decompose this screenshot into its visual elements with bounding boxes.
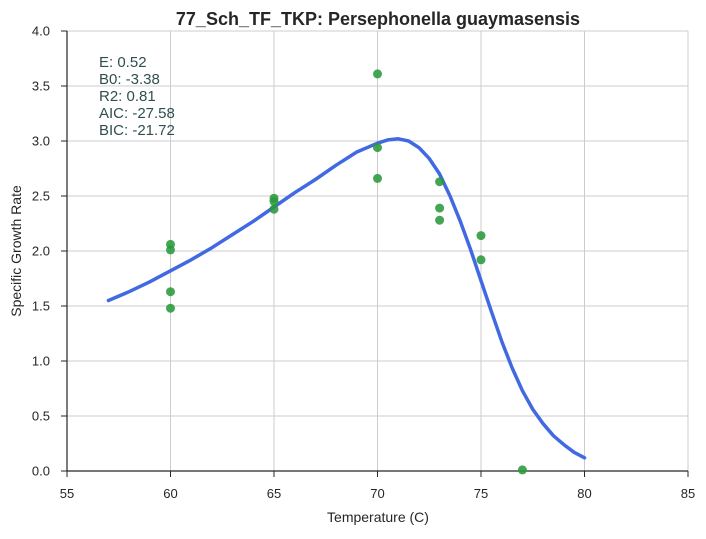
data-point bbox=[373, 173, 382, 183]
data-point bbox=[269, 204, 279, 214]
x-axis-label: Temperature (C) bbox=[327, 509, 429, 525]
data-point bbox=[435, 177, 445, 187]
x-tick-label: 60 bbox=[163, 486, 177, 501]
y-tick-label: 1.5 bbox=[32, 299, 50, 314]
grid bbox=[66, 30, 689, 472]
data-point bbox=[166, 245, 175, 255]
fit-curve-line bbox=[106, 137, 587, 460]
y-tick-label: 0.5 bbox=[32, 409, 50, 424]
data-point bbox=[476, 231, 486, 241]
data-point bbox=[166, 303, 175, 313]
data-point bbox=[373, 69, 382, 79]
data-points-layer bbox=[166, 69, 527, 475]
axes: 55 60 65 70 75 80 85 0.0 0.5 1.0 1.5 2.0 2.5 3.0 3.5 4… bbox=[32, 24, 695, 502]
y-tick-label: 3.5 bbox=[32, 79, 50, 94]
x-tick-label: 70 bbox=[370, 486, 384, 501]
data-point bbox=[373, 143, 382, 153]
x-tick-label: 55 bbox=[60, 486, 74, 501]
data-point bbox=[517, 465, 527, 475]
stat-b0: B0: -3.38 bbox=[99, 71, 160, 88]
y-tick-label: 2.0 bbox=[32, 244, 50, 259]
stat-aic: AIC: -27.58 bbox=[99, 105, 175, 122]
x-tick-label: 65 bbox=[267, 486, 281, 501]
y-tick-label: 1.0 bbox=[32, 354, 50, 369]
fit-curve-layer bbox=[106, 137, 587, 460]
x-axis-ticks: 55 60 65 70 75 80 85 bbox=[60, 471, 695, 501]
fit-statistics: E: 0.52 B0: -3.38 R2: 0.81 AIC: -27.58 B… bbox=[99, 54, 175, 139]
chart-title: 77_Sch_TF_TKP: Persephonella guaymasensi… bbox=[176, 9, 580, 29]
x-tick-label: 80 bbox=[577, 486, 591, 501]
stat-e: E: 0.52 bbox=[99, 54, 147, 71]
data-point bbox=[476, 255, 486, 265]
data-point bbox=[435, 215, 445, 225]
y-tick-label: 3.0 bbox=[32, 134, 50, 149]
y-axis-ticks: 0.0 0.5 1.0 1.5 2.0 2.5 3.0 3.5 4.0 bbox=[32, 24, 67, 479]
y-tick-label: 0.0 bbox=[32, 464, 50, 479]
y-tick-label: 2.5 bbox=[32, 189, 50, 204]
y-tick-label: 4.0 bbox=[32, 24, 50, 39]
x-tick-label: 85 bbox=[681, 486, 695, 501]
data-point bbox=[166, 287, 175, 297]
stat-bic: BIC: -21.72 bbox=[99, 122, 175, 139]
y-axis-label: Specific Growth Rate bbox=[8, 185, 24, 317]
x-tick-label: 75 bbox=[474, 486, 488, 501]
data-point bbox=[269, 197, 279, 206]
stat-r2: R2: 0.81 bbox=[99, 88, 156, 105]
data-point bbox=[435, 203, 445, 213]
